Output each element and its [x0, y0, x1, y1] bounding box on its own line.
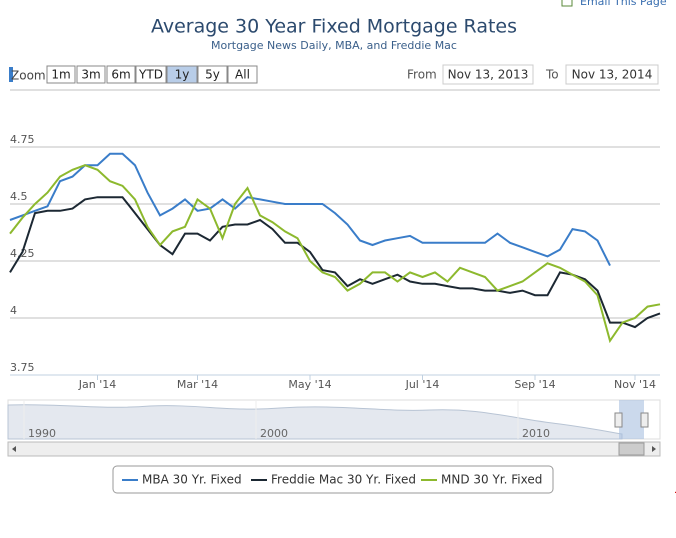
- range-button-label: All: [235, 68, 250, 82]
- cursor: [9, 67, 13, 82]
- y-tick-label: 4.5: [10, 190, 28, 203]
- x-tick-label: Nov '14: [614, 378, 656, 391]
- series-line: [9, 196, 661, 329]
- email-link[interactable]: Email This Page: [580, 0, 667, 8]
- legend-label[interactable]: Freddie Mac 30 Yr. Fixed: [271, 473, 416, 487]
- to-value: Nov 13, 2014: [572, 68, 653, 82]
- range-button[interactable]: [197, 65, 228, 84]
- series-line: [9, 164, 661, 344]
- x-tick-label: Jan '14: [78, 378, 116, 391]
- range-button-label: 5y: [205, 68, 220, 82]
- x-tick-label: Mar '14: [177, 378, 218, 391]
- chart-subtitle: Mortgage News Daily, MBA, and Freddie Ma…: [211, 39, 457, 52]
- y-tick-label: 3.75: [10, 361, 35, 374]
- series-line: [9, 152, 611, 267]
- navigator-selection[interactable]: [619, 400, 644, 439]
- navigator-label: 1990: [28, 427, 56, 440]
- x-tick-label: Sep '14: [514, 378, 555, 391]
- from-value: Nov 13, 2013: [448, 68, 529, 82]
- range-button[interactable]: [135, 65, 167, 84]
- y-tick-label: 4.75: [10, 133, 35, 146]
- to-input[interactable]: [565, 64, 659, 85]
- range-button-label: 3m: [81, 68, 100, 82]
- navigator-series: [7, 404, 623, 440]
- x-tick-label: May '14: [288, 378, 331, 391]
- range-button-label: 1y: [175, 68, 190, 82]
- range-button-label: 6m: [111, 68, 130, 82]
- chart-title: Average 30 Year Fixed Mortgage Rates: [151, 16, 517, 38]
- scrollbar-thumb[interactable]: [618, 442, 645, 456]
- range-button[interactable]: [46, 65, 76, 84]
- legend-box: [112, 465, 554, 494]
- legend-label[interactable]: MBA 30 Yr. Fixed: [142, 473, 242, 487]
- range-button[interactable]: [166, 65, 198, 84]
- range-button[interactable]: [76, 65, 106, 84]
- navigator-handle[interactable]: [614, 412, 623, 428]
- x-tick-label: Jul '14: [405, 378, 440, 391]
- from-input[interactable]: [442, 64, 534, 85]
- to-label: To: [545, 68, 559, 82]
- range-button[interactable]: [106, 65, 136, 84]
- navigator-handle[interactable]: [640, 412, 649, 428]
- range-button-label: YTD: [138, 68, 163, 82]
- navigator-label: 2010: [522, 427, 550, 440]
- marker: .: [674, 485, 676, 496]
- email-icon: [561, 0, 573, 7]
- y-tick-label: 4: [10, 304, 17, 317]
- legend-label[interactable]: MND 30 Yr. Fixed: [441, 473, 542, 487]
- range-button[interactable]: [227, 65, 258, 84]
- range-button-label: 1m: [51, 68, 70, 82]
- from-label: From: [407, 68, 437, 82]
- navigator-label: 2000: [260, 427, 288, 440]
- zoom-label: Zoom: [11, 69, 46, 83]
- scrollbar[interactable]: [7, 441, 661, 457]
